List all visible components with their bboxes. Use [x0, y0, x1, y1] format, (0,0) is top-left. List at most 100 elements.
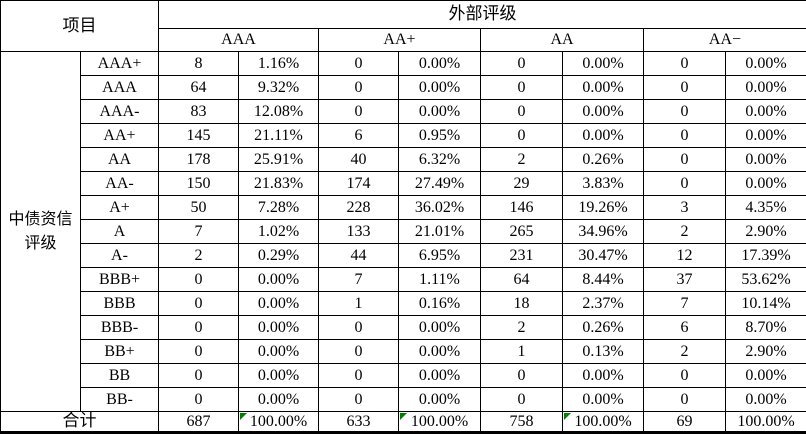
percent-cell: 10.14% — [725, 291, 806, 316]
count-cell: 0 — [480, 99, 563, 124]
percent-cell: 34.96% — [562, 219, 644, 244]
count-cell: 0 — [643, 387, 726, 412]
count-cell: 145 — [158, 123, 239, 148]
total-percent-cell: 100.00% — [562, 411, 644, 433]
percent-cell: 0.00% — [398, 99, 481, 124]
total-count-cell: 633 — [318, 411, 399, 433]
row-label: BB — [80, 363, 159, 388]
count-cell: 7 — [318, 267, 399, 292]
table-row: BB 0 0.00% 0 0.00% 0 0.00% 0 0.00% — [1, 363, 806, 388]
percent-cell: 0.00% — [562, 99, 644, 124]
column-group-header: AA+ — [318, 28, 481, 52]
percent-cell: 0.00% — [238, 363, 319, 388]
count-cell: 3 — [643, 195, 726, 220]
percent-cell: 0.26% — [562, 147, 644, 172]
count-cell: 0 — [643, 363, 726, 388]
count-cell: 44 — [318, 243, 399, 268]
row-label: AA — [80, 147, 159, 172]
count-cell: 2 — [480, 315, 563, 340]
count-cell: 2 — [643, 219, 726, 244]
count-cell: 0 — [318, 75, 399, 100]
row-label: AAA+ — [80, 51, 159, 76]
percent-cell: 3.83% — [562, 171, 644, 196]
percent-cell: 0.00% — [562, 75, 644, 100]
table-row: AAA- 83 12.08% 0 0.00% 0 0.00% 0 0.00% — [1, 99, 806, 124]
row-label: A+ — [80, 195, 159, 220]
total-label: 合计 — [0, 411, 159, 433]
percent-cell: 0.00% — [725, 99, 806, 124]
row-label: BBB — [80, 291, 159, 316]
percent-cell: 21.11% — [238, 123, 319, 148]
total-percent-cell: 100.00% — [398, 411, 481, 433]
total-cell-value: 100.00% — [737, 412, 795, 430]
count-cell: 0 — [158, 267, 239, 292]
percent-cell: 0.00% — [238, 339, 319, 364]
percent-cell: 7.28% — [238, 195, 319, 220]
percent-cell: 0.00% — [398, 387, 481, 412]
count-cell: 0 — [643, 171, 726, 196]
percent-cell: 1.02% — [238, 219, 319, 244]
count-cell: 50 — [158, 195, 239, 220]
count-cell: 0 — [480, 363, 563, 388]
percent-cell: 30.47% — [562, 243, 644, 268]
count-cell: 0 — [643, 147, 726, 172]
percent-cell: 0.00% — [725, 75, 806, 100]
count-cell: 174 — [318, 171, 399, 196]
count-cell: 146 — [480, 195, 563, 220]
total-count-cell: 758 — [480, 411, 563, 433]
total-cell-value: 758 — [509, 412, 534, 430]
total-percent-cell: 100.00% — [238, 411, 319, 433]
percent-cell: 0.00% — [398, 363, 481, 388]
table-row: A+ 50 7.28% 228 36.02% 146 19.26% 3 4.35% — [1, 195, 806, 220]
percent-cell: 4.35% — [725, 195, 806, 220]
total-cell-value: 687 — [186, 412, 211, 430]
row-group-header: 中债资信评级 — [0, 51, 81, 412]
percent-cell: 19.26% — [562, 195, 644, 220]
count-cell: 12 — [643, 243, 726, 268]
table-row: AA+ 145 21.11% 6 0.95% 0 0.00% 0 0.00% — [1, 123, 806, 148]
count-cell: 0 — [158, 387, 239, 412]
total-percent-cell: 100.00% — [725, 411, 806, 433]
table-row: AAA 64 9.32% 0 0.00% 0 0.00% 0 0.00% — [1, 75, 806, 100]
count-cell: 0 — [158, 291, 239, 316]
total-count-cell: 687 — [158, 411, 239, 433]
table-row: BB- 0 0.00% 0 0.00% 0 0.00% 0 0.00% — [1, 387, 806, 412]
count-cell: 0 — [318, 339, 399, 364]
count-cell: 0 — [480, 75, 563, 100]
count-cell: 1 — [480, 339, 563, 364]
percent-cell: 2.90% — [725, 339, 806, 364]
row-label: AAA- — [80, 99, 159, 124]
percent-cell: 0.13% — [562, 339, 644, 364]
row-label: BB+ — [80, 339, 159, 364]
count-cell: 83 — [158, 99, 239, 124]
table-row: A- 2 0.29% 44 6.95% 231 30.47% 12 17.39% — [1, 243, 806, 268]
percent-cell: 53.62% — [725, 267, 806, 292]
count-cell: 0 — [158, 315, 239, 340]
total-cell-value: 100.00% — [574, 412, 632, 430]
percent-cell: 0.00% — [725, 147, 806, 172]
excel-error-indicator-icon — [400, 413, 407, 420]
count-cell: 7 — [643, 291, 726, 316]
count-cell: 0 — [318, 387, 399, 412]
percent-cell: 0.26% — [562, 315, 644, 340]
excel-error-indicator-icon — [564, 413, 571, 420]
total-cell-value: 69 — [676, 412, 693, 430]
row-label: A — [80, 219, 159, 244]
table-body: 中债资信评级 AAA+ 8 1.16% 0 0.00% 0 0.00% 0 0.00% AAA 64 9… — [0, 51, 806, 433]
percent-cell: 0.00% — [725, 363, 806, 388]
count-cell: 133 — [318, 219, 399, 244]
percent-cell: 17.39% — [725, 243, 806, 268]
count-cell: 0 — [643, 75, 726, 100]
count-cell: 18 — [480, 291, 563, 316]
row-label: BBB+ — [80, 267, 159, 292]
total-cell-value: 100.00% — [249, 412, 308, 430]
percent-cell: 0.00% — [725, 171, 806, 196]
corner-header-project: 项目 — [0, 0, 159, 52]
percent-cell: 0.00% — [562, 387, 644, 412]
count-cell: 8 — [158, 51, 239, 76]
column-group-header: AA− — [643, 28, 806, 52]
percent-cell: 6.95% — [398, 243, 481, 268]
count-cell: 37 — [643, 267, 726, 292]
percent-cell: 1.16% — [238, 51, 319, 76]
header-subgroup-row: AAA AA+ AA AA− — [1, 28, 806, 52]
